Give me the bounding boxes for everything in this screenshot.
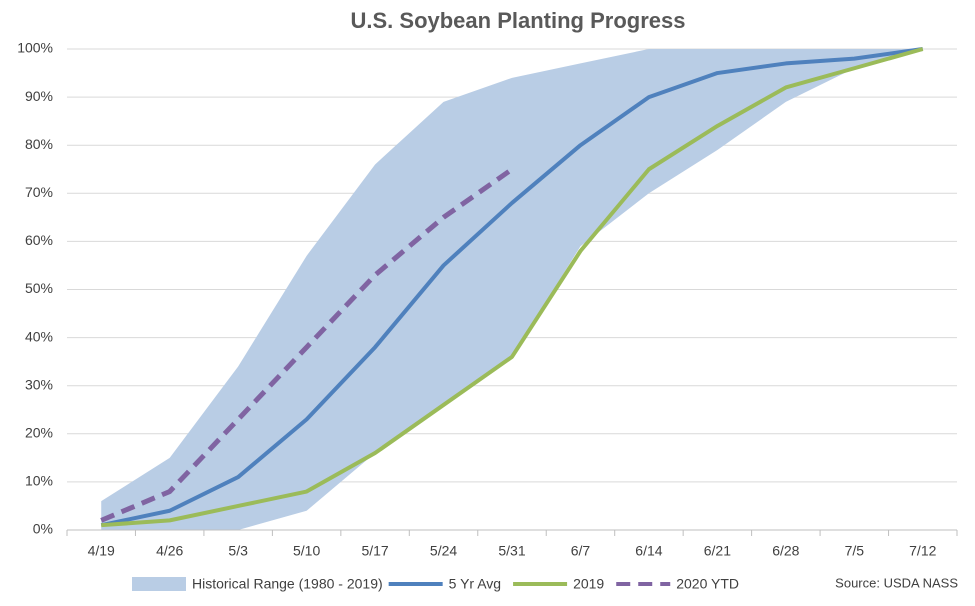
x-tick-label: 7/5	[845, 543, 865, 559]
x-tick-label: 5/3	[228, 543, 248, 559]
y-tick-label: 50%	[25, 280, 53, 296]
legend-label: Historical Range (1980 - 2019)	[192, 576, 383, 592]
series-line	[100, 167, 514, 523]
y-tick-label: 100%	[17, 40, 53, 56]
y-tick-label: 10%	[25, 473, 53, 489]
x-tick-label: 5/10	[293, 543, 320, 559]
x-tick-label: 6/21	[704, 543, 731, 559]
x-tick-label: 7/12	[909, 543, 936, 559]
y-tick-label: 90%	[25, 88, 53, 104]
series-line	[101, 47, 924, 528]
x-tick-label: 5/31	[498, 543, 525, 559]
y-tick-label: 20%	[25, 425, 53, 441]
legend-label: 2020 YTD	[676, 576, 739, 592]
chart-title: U.S. Soybean Planting Progress	[351, 8, 686, 33]
x-tick-label: 4/19	[88, 543, 115, 559]
x-tick-label: 5/24	[430, 543, 457, 559]
legend-label: 5 Yr Avg	[449, 576, 501, 592]
x-tick-label: 5/17	[361, 543, 388, 559]
y-tick-label: 40%	[25, 328, 53, 344]
y-tick-label: 80%	[25, 136, 53, 152]
legend-label: 2019	[573, 576, 604, 592]
x-tick-label: 4/26	[156, 543, 183, 559]
source-note: Source: USDA NASS	[835, 575, 958, 590]
y-tick-label: 30%	[25, 376, 53, 392]
y-tick-label: 70%	[25, 184, 53, 200]
x-tick-label: 6/7	[571, 543, 591, 559]
x-tick-label: 6/14	[635, 543, 662, 559]
range-area	[101, 49, 923, 530]
series-line	[100, 47, 924, 528]
y-tick-label: 60%	[25, 232, 53, 248]
x-tick-label: 6/28	[772, 543, 799, 559]
y-tick-label: 0%	[33, 521, 53, 537]
legend-swatch	[132, 577, 186, 591]
